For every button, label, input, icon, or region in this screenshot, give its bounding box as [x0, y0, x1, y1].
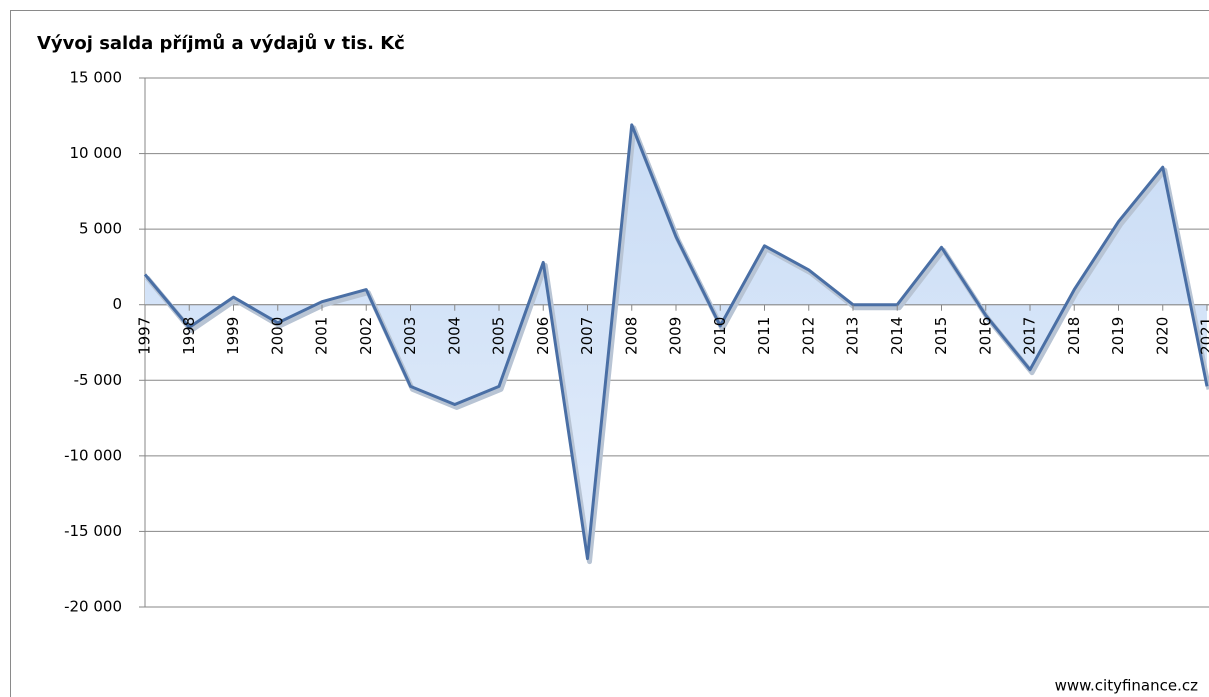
x-tick-label: 2017	[1021, 317, 1039, 355]
x-tick-label: 2012	[799, 317, 817, 355]
x-tick-label: 2020	[1153, 317, 1171, 355]
x-tick-label: 1999	[224, 317, 242, 355]
x-tick-label: 2007	[578, 317, 596, 355]
y-tick-label: 0	[112, 295, 122, 313]
y-tick-label: 15 000	[70, 69, 123, 87]
x-tick-label: 2003	[401, 317, 419, 355]
x-tick-label: 2004	[445, 317, 463, 355]
y-tick-label: -10 000	[64, 446, 122, 464]
source: www.cityfinance.cz	[1055, 677, 1199, 695]
y-tick-label: 10 000	[70, 144, 123, 162]
x-tick-label: 2016	[976, 317, 994, 355]
y-tick-label: -5 000	[74, 371, 122, 389]
x-tick-label: 1997	[136, 317, 154, 355]
y-tick-label: -15 000	[64, 522, 122, 540]
y-tick-label: -20 000	[64, 598, 122, 616]
x-tick-label: 2005	[490, 317, 508, 355]
x-tick-label: 2002	[357, 317, 375, 355]
line	[143, 123, 1209, 561]
x-tick-label: 1998	[180, 317, 198, 355]
x-tick-label: 2010	[711, 317, 729, 355]
chart-title: Vývoj salda příjmů a výdajů v tis. Kč	[37, 32, 405, 54]
x-tick-label: 2018	[1065, 317, 1083, 355]
x-tick-label: 2011	[755, 317, 773, 355]
x-tick-label: 2001	[313, 317, 331, 355]
x-tick-label: 2009	[667, 317, 685, 355]
x-tick-label: 2014	[888, 317, 906, 355]
x-tick-label: 2015	[932, 317, 950, 355]
x-tick-label: 2013	[844, 317, 862, 355]
chart-frame	[10, 10, 1209, 697]
x-tick-label: 2000	[268, 317, 286, 355]
x-tick-label: 2021	[1198, 317, 1209, 355]
x-tick-label: 2006	[534, 317, 552, 355]
y-tick-label: 5 000	[79, 220, 122, 238]
x-tick-label: 2008	[622, 317, 640, 355]
x-tick-label: 2019	[1109, 317, 1127, 355]
